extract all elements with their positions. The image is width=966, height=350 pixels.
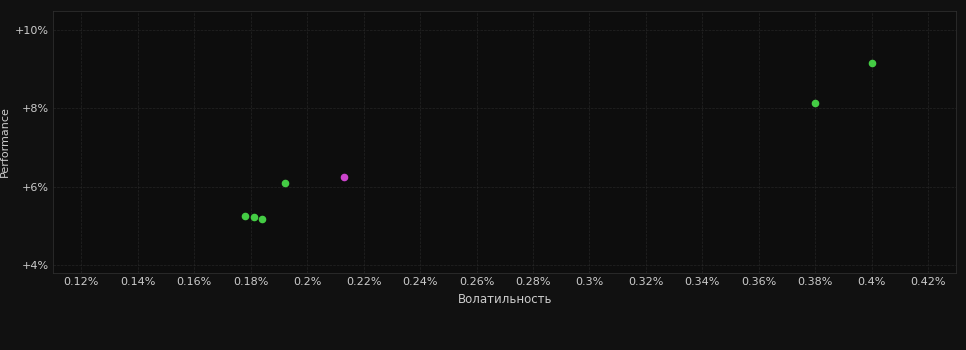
Point [245,215,261,220]
Point [336,174,352,180]
Point [808,100,823,105]
Point [238,214,253,219]
X-axis label: Волатильность: Волатильность [458,293,552,306]
Point [277,180,293,186]
Point [864,61,879,66]
Y-axis label: Performance: Performance [0,106,10,177]
Point [254,216,270,222]
